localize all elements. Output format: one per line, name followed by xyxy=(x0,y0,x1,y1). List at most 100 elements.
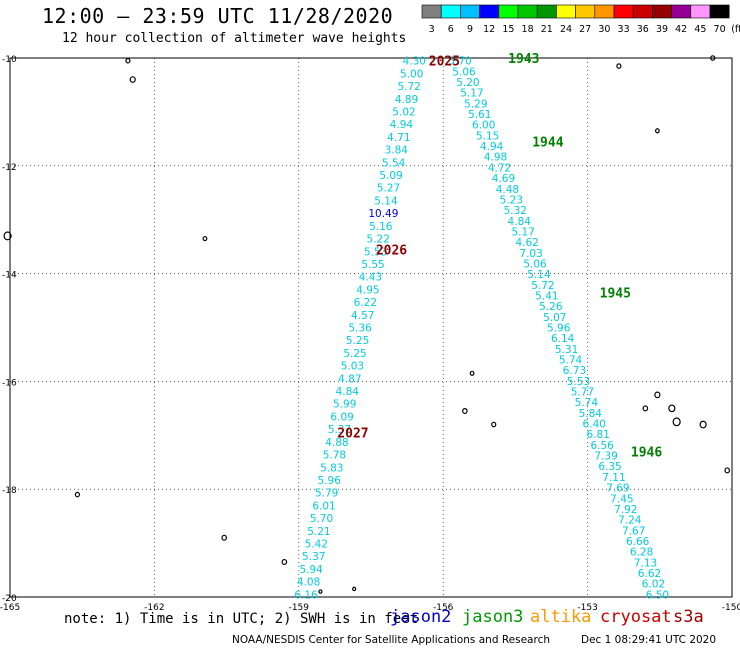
wave-height-value: 4.30 xyxy=(403,56,426,68)
wave-height-value: 5.32 xyxy=(504,205,527,217)
island-outline xyxy=(352,586,357,592)
legend-mission-cryosat: cryosat xyxy=(600,607,672,627)
wave-height-value: 5.41 xyxy=(535,290,558,302)
x-tick-label: -150 xyxy=(722,603,740,613)
legend-tick-label: 18 xyxy=(522,24,534,35)
wave-height-value: 5.74 xyxy=(559,355,583,367)
island-outline xyxy=(654,391,661,399)
y-tick-label: -18 xyxy=(2,486,17,496)
island-outline xyxy=(281,558,288,565)
wave-height-value: 5.84 xyxy=(579,408,603,420)
wave-height-value: 5.29 xyxy=(464,98,487,110)
island-outline xyxy=(318,589,323,594)
legend-tick-label: 3 xyxy=(429,24,435,35)
legend-mission-s3a: s3a xyxy=(673,607,704,627)
island-outline xyxy=(221,534,227,541)
wave-height-value: 5.37 xyxy=(302,551,325,563)
island-outline xyxy=(710,55,716,61)
wave-height-value: 6.62 xyxy=(638,568,661,580)
wave-height-value: 6.81 xyxy=(586,429,609,441)
wave-height-value: 4.84 xyxy=(508,216,532,228)
island-outline xyxy=(74,491,80,498)
wave-height-value: 5.23 xyxy=(500,194,523,206)
wave-height-value: 5.14 xyxy=(374,195,398,207)
island-outline xyxy=(125,57,131,64)
wave-height-value: 5.17 xyxy=(512,226,535,238)
wave-height-value: 6.56 xyxy=(590,440,614,452)
wave-height-value: 5.77 xyxy=(571,387,594,399)
wave-height-value: 4.62 xyxy=(515,237,538,249)
chart-title: 12:00 – 23:59 UTC 11/28/2020 xyxy=(42,4,394,28)
y-tick-label: -16 xyxy=(2,378,17,388)
wave-height-value: 5.70 xyxy=(310,513,333,525)
wave-height-value: 4.95 xyxy=(356,284,379,296)
wave-height-value: 6.66 xyxy=(626,536,650,548)
wave-height-value: 7.11 xyxy=(602,472,625,484)
pass-time-label: 1944 xyxy=(532,136,563,151)
island-outline xyxy=(724,467,730,474)
wave-height-value: 5.96 xyxy=(547,323,571,335)
wave-height-value: 6.00 xyxy=(472,120,495,132)
island-outline xyxy=(699,420,707,429)
wave-height-value: 5.36 xyxy=(348,323,372,335)
wave-height-value: 5.16 xyxy=(369,221,393,233)
wave-height-value: 6.40 xyxy=(583,419,606,431)
wave-height-value: 5.09 xyxy=(379,170,402,182)
wave-height-value: 5.72 xyxy=(531,280,554,292)
legend-mission-jason2: jason2 xyxy=(390,607,452,627)
wave-height-value: 5.22 xyxy=(367,234,390,246)
legend-tick-label: 27 xyxy=(579,24,591,35)
wave-height-value: 5.26 xyxy=(539,301,563,313)
legend-swatch xyxy=(709,4,730,19)
y-tick-label: -14 xyxy=(2,271,17,281)
legend-mission-jason3: jason3 xyxy=(462,607,524,627)
wave-height-value: 4.69 xyxy=(492,173,515,185)
wave-height-value: 5.78 xyxy=(323,450,346,462)
wave-height-value: 4.88 xyxy=(325,437,348,449)
wave-height-value: 4.84 xyxy=(336,386,360,398)
chart-subtitle: 12 hour collection of altimeter wave hei… xyxy=(62,31,407,46)
wave-height-value: 5.55 xyxy=(361,259,384,271)
wave-height-value: 5.31 xyxy=(555,344,578,356)
wave-height-value: 5.96 xyxy=(318,475,342,487)
wave-height-value: 5.54 xyxy=(382,157,406,169)
wave-height-value: 5.53 xyxy=(567,376,590,388)
wave-height-value: 6.02 xyxy=(642,579,665,591)
legend-tick-label: 42 xyxy=(675,24,687,35)
island-outline xyxy=(3,231,12,241)
wave-height-value: 7.39 xyxy=(594,451,617,463)
pass-time-label: 1946 xyxy=(631,445,662,460)
island-outline xyxy=(668,404,676,413)
generated-timestamp: Dec 1 08:29:41 UTC 2020 xyxy=(581,634,717,646)
island-outline xyxy=(672,417,681,427)
wave-height-value: 5.99 xyxy=(333,399,356,411)
wave-height-value: 6.09 xyxy=(330,411,353,423)
wave-height-value: 5.07 xyxy=(543,312,566,324)
legend-tick-label: 12 xyxy=(483,24,495,35)
wave-height-value: 6.50 xyxy=(646,589,669,601)
wave-height-value: 7.45 xyxy=(610,493,633,505)
wave-height-value: 5.00 xyxy=(400,68,423,80)
wave-height-value: 4.43 xyxy=(359,272,382,284)
x-tick-label: -162 xyxy=(144,603,164,613)
wave-height-value: 5.21 xyxy=(307,526,330,538)
wave-height-value: 6.14 xyxy=(551,333,575,345)
wave-height-value: 5.20 xyxy=(456,77,479,89)
wave-height-value: 6.16 xyxy=(294,589,318,601)
pass-time-label: 2027 xyxy=(337,427,368,442)
wave-height-value: 7.03 xyxy=(519,248,542,260)
legend-tick-label: 70 xyxy=(714,24,726,35)
wave-height-value: 4.87 xyxy=(338,373,361,385)
wave-height-value: 4.98 xyxy=(484,152,507,164)
wave-height-value: 6.01 xyxy=(312,500,335,512)
island-outline xyxy=(129,76,136,83)
wave-height-value: 5.25 xyxy=(343,348,366,360)
x-tick-label: -165 xyxy=(0,603,20,613)
wave-height-value: 5.74 xyxy=(575,397,599,409)
wave-height-value: 5.03 xyxy=(341,361,364,373)
wave-height-value: 4.08 xyxy=(297,577,320,589)
wave-height-value: 5.42 xyxy=(305,538,328,550)
wave-height-value: 6.73 xyxy=(563,365,586,377)
wave-height-value: 5.14 xyxy=(527,269,551,281)
